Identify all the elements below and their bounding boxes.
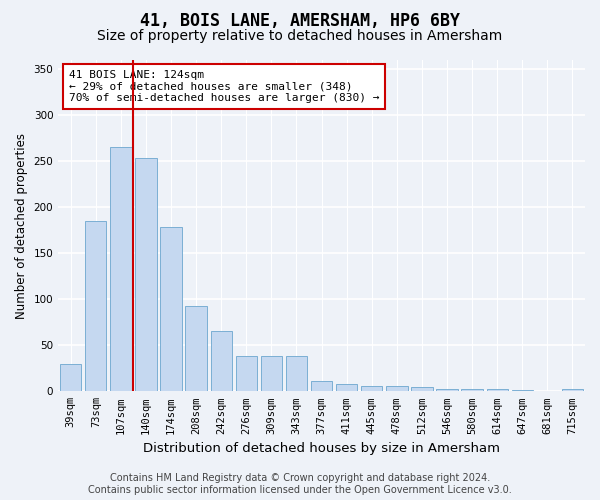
Bar <box>261 356 282 392</box>
Bar <box>286 356 307 392</box>
Bar <box>361 386 382 392</box>
Bar <box>136 158 157 392</box>
Bar <box>336 384 358 392</box>
Bar <box>110 148 131 392</box>
Y-axis label: Number of detached properties: Number of detached properties <box>15 132 28 318</box>
Bar <box>512 390 533 392</box>
Bar <box>461 390 483 392</box>
Bar <box>386 386 407 392</box>
Bar <box>185 306 207 392</box>
Bar <box>436 388 458 392</box>
Bar <box>211 332 232 392</box>
Text: 41 BOIS LANE: 124sqm
← 29% of detached houses are smaller (348)
70% of semi-deta: 41 BOIS LANE: 124sqm ← 29% of detached h… <box>69 70 379 103</box>
Bar <box>60 364 82 392</box>
Bar <box>160 228 182 392</box>
Bar <box>411 386 433 392</box>
Text: Size of property relative to detached houses in Amersham: Size of property relative to detached ho… <box>97 29 503 43</box>
Bar <box>311 381 332 392</box>
Text: 41, BOIS LANE, AMERSHAM, HP6 6BY: 41, BOIS LANE, AMERSHAM, HP6 6BY <box>140 12 460 30</box>
Bar <box>487 388 508 392</box>
Bar <box>236 356 257 392</box>
Text: Contains HM Land Registry data © Crown copyright and database right 2024.
Contai: Contains HM Land Registry data © Crown c… <box>88 474 512 495</box>
Bar <box>562 390 583 392</box>
Bar <box>85 221 106 392</box>
X-axis label: Distribution of detached houses by size in Amersham: Distribution of detached houses by size … <box>143 442 500 455</box>
